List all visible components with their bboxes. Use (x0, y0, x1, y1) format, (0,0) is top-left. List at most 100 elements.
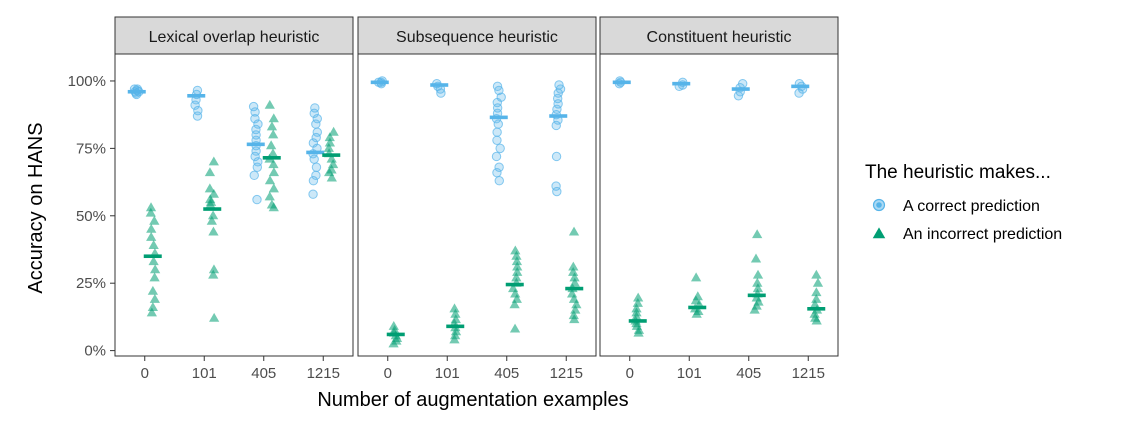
incorrect-point (752, 229, 763, 239)
legend-item: An incorrect prediction (872, 226, 1062, 243)
incorrect-point (568, 261, 579, 271)
incorrect-point (511, 256, 523, 266)
legend-circle-core (876, 202, 882, 208)
incorrect-point (568, 226, 580, 236)
incorrect-point (204, 167, 216, 177)
incorrect-point (511, 250, 522, 260)
incorrect-mean-bar (203, 207, 222, 211)
correct-point (493, 119, 503, 129)
panel-border (599, 53, 839, 357)
incorrect-point (208, 188, 219, 198)
correct-point (491, 151, 502, 162)
correct-mean-bar (430, 83, 449, 87)
legend-triangle-key (872, 227, 886, 239)
correct-point (190, 100, 200, 110)
facet-strip (114, 16, 354, 55)
incorrect-mean-bar (386, 332, 405, 337)
incorrect-point (326, 172, 337, 182)
correct-point (311, 162, 322, 172)
x-tick-label: 101 (192, 365, 217, 382)
incorrect-point (633, 327, 644, 337)
incorrect-point (268, 202, 279, 212)
correct-point (192, 111, 203, 121)
legend-item: A correct prediction (872, 198, 1040, 215)
incorrect-point (570, 304, 581, 314)
incorrect-mean-bar (807, 307, 826, 311)
incorrect-point (812, 277, 824, 287)
incorrect-mean-bar (322, 153, 341, 157)
incorrect-point (449, 334, 460, 344)
incorrect-point (267, 148, 279, 158)
y-axis-title: Accuracy on HANS (25, 122, 47, 293)
correct-mean-bar (791, 84, 810, 89)
incorrect-point (146, 223, 157, 233)
x-tick-label: 405 (494, 365, 519, 382)
x-axis-title: Number of augmentation examples (317, 389, 628, 411)
correct-point (311, 170, 321, 181)
correct-point (495, 143, 505, 154)
incorrect-point (509, 323, 521, 333)
facet-panel: Constituent heuristic 0 101 405 1215 (599, 16, 839, 382)
legend-label: A correct prediction (903, 198, 1040, 215)
correct-point (311, 119, 321, 129)
y-tick-label: 100% (68, 73, 106, 90)
incorrect-mean-bar (143, 254, 162, 259)
incorrect-point (690, 272, 702, 282)
correct-point (311, 132, 321, 143)
correct-mean-bar (306, 150, 325, 155)
incorrect-point (268, 167, 280, 177)
incorrect-point (327, 159, 339, 169)
x-tick-label: 405 (251, 365, 276, 382)
x-tick-label: 0 (141, 365, 149, 382)
legend-label: An incorrect prediction (903, 226, 1062, 243)
incorrect-point (811, 293, 822, 303)
incorrect-point (450, 330, 461, 340)
incorrect-point (149, 293, 160, 303)
correct-mean-bar (246, 142, 265, 147)
incorrect-point (450, 326, 462, 336)
incorrect-point (146, 231, 157, 241)
incorrect-point (449, 303, 460, 313)
incorrect-point (388, 338, 399, 348)
x-tick-label: 101 (435, 365, 460, 382)
x-tick-label: 405 (736, 365, 761, 382)
panel-border (114, 53, 354, 357)
y-tick-label: 50% (76, 208, 106, 225)
incorrect-point (388, 320, 399, 330)
incorrect-point (205, 199, 216, 209)
correct-point (794, 88, 804, 98)
x-tick-label: 0 (626, 365, 634, 382)
correct-mean-bar (612, 80, 631, 85)
incorrect-point (149, 264, 161, 274)
incorrect-point (145, 207, 156, 217)
facet-panel: Subsequence heuristic 0 101 405 1215 (357, 16, 597, 382)
correct-point (492, 127, 502, 137)
incorrect-point (268, 129, 279, 139)
incorrect-point (750, 253, 762, 263)
incorrect-point (328, 126, 339, 136)
incorrect-point (264, 191, 275, 201)
correct-point (249, 170, 259, 181)
incorrect-point (147, 302, 159, 311)
correct-point (552, 186, 562, 197)
correct-point (308, 189, 318, 199)
correct-point (250, 151, 260, 162)
incorrect-point (264, 175, 276, 185)
facet-strip (599, 16, 839, 55)
incorrect-mean-bar (628, 319, 647, 323)
correct-point (248, 101, 259, 112)
incorrect-point (323, 142, 334, 152)
correct-point (551, 120, 561, 131)
incorrect-mean-bar (688, 305, 707, 310)
incorrect-point (511, 272, 522, 282)
correct-mean-bar (549, 114, 568, 118)
correct-point (250, 114, 260, 124)
incorrect-point (809, 308, 820, 318)
y-tick-label: 75% (76, 140, 106, 157)
incorrect-point (145, 202, 157, 212)
incorrect-point (510, 288, 521, 298)
legend: The heuristic makes... A correct predict… (865, 162, 1062, 243)
incorrect-point (146, 307, 157, 317)
